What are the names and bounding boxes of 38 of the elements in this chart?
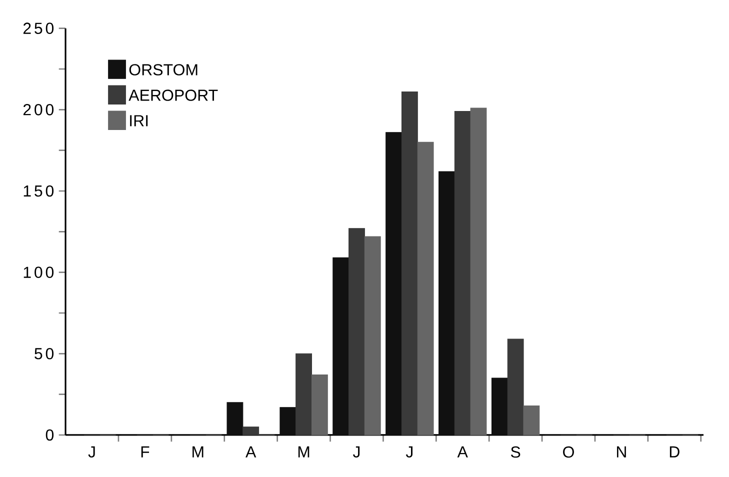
bar: [523, 405, 540, 436]
x-tick-label: A: [457, 446, 468, 458]
bar: [507, 338, 524, 436]
x-tick-label: M: [192, 446, 204, 458]
bar: [401, 92, 418, 436]
bar: [364, 236, 381, 436]
x-tick-label: O: [563, 446, 574, 458]
bar: [386, 132, 402, 436]
bar: [311, 374, 328, 436]
x-tick-label: F: [141, 446, 150, 458]
bar: [242, 426, 260, 436]
y-tick-label: 150: [24, 185, 54, 197]
bar: [438, 171, 455, 436]
bar: [470, 108, 487, 436]
x-tick-label: A: [246, 446, 256, 458]
x-tick-label: S: [510, 446, 520, 458]
legend-label: IRI: [130, 115, 148, 126]
bar: [491, 378, 508, 436]
y-tick-label: 200: [23, 104, 54, 116]
x-tick-label: N: [617, 446, 626, 458]
x-tick-label: D: [670, 446, 680, 458]
bar: [226, 402, 244, 436]
x-tick-label: J: [88, 446, 95, 458]
x-tick-label: J: [406, 446, 412, 458]
bar: [280, 407, 296, 436]
bar: [332, 257, 350, 436]
legend-label: ORSTOM: [129, 64, 198, 76]
bar: [348, 228, 365, 436]
y-tick-label: 250: [23, 22, 54, 34]
y-tick-label: 50: [34, 348, 54, 360]
bar: [417, 142, 434, 436]
bar: [454, 111, 471, 436]
x-tick-label: M: [298, 446, 310, 458]
x-tick-label: J: [352, 446, 360, 458]
y-tick-label: 0: [46, 429, 54, 441]
bar: [296, 353, 312, 436]
y-tick-label: 100: [24, 266, 54, 278]
legend-label: AEROPORT: [128, 90, 218, 101]
